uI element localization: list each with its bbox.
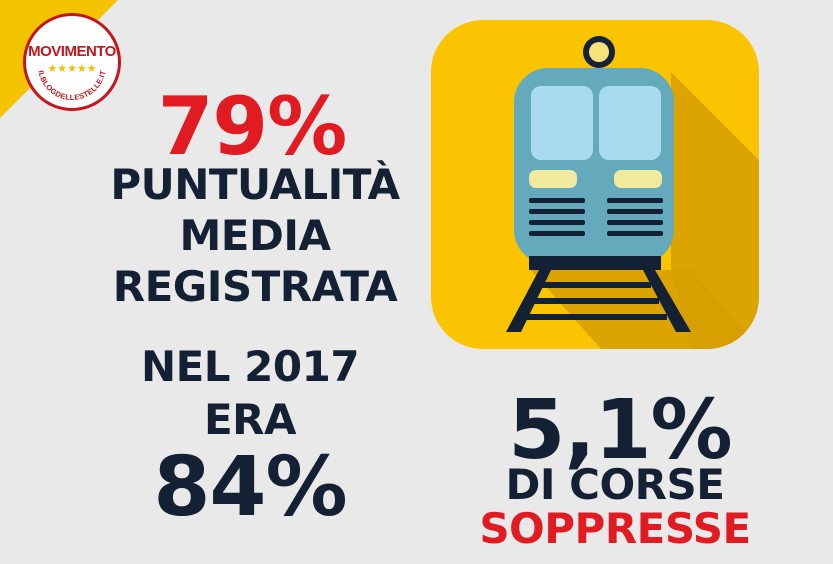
compare-line-2: ERA [203,395,297,444]
train-icon [506,36,759,349]
logo-stars: ★★★★★ [47,62,96,75]
cancelled-percent: 5,1% [508,383,732,478]
compare-line-1: NEL 2017 [140,342,360,391]
label-line-1: PUNTUALITÀ [110,160,400,209]
label-line-2: MEDIA [179,211,331,260]
previous-percent: 84% [153,440,347,535]
cancelled-label-line-1: DI CORSE [505,460,725,509]
movimento-logo: ILBLOGDELLESTELLE.IT ★★★★★ MOVIMENTO [23,13,121,111]
label-line-3: REGISTRATA [112,262,398,311]
cancelled-label-line-2: SOPPRESSE [479,504,751,553]
logo-word: MOVIMENTO [28,43,116,60]
current-percent: 79% [157,80,347,173]
train-icon-box [431,20,759,349]
logo-graphic: ILBLOGDELLESTELLE.IT ★★★★★ [36,62,107,102]
